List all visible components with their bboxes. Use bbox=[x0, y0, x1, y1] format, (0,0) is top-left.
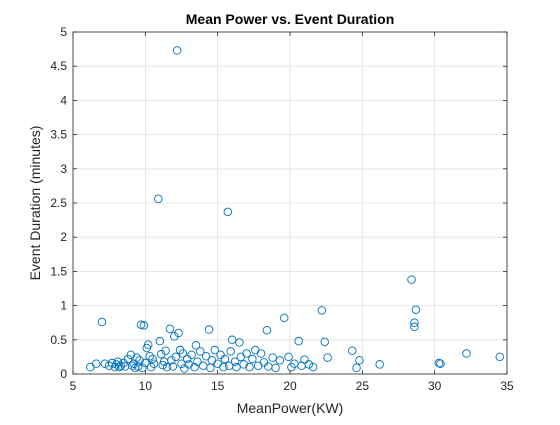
data-point bbox=[279, 313, 289, 323]
x-tick-label: 15 bbox=[211, 379, 225, 393]
data-point bbox=[187, 350, 196, 360]
data-point bbox=[155, 336, 165, 346]
data-point bbox=[352, 363, 361, 373]
data-point bbox=[191, 341, 201, 350]
data-point bbox=[375, 360, 384, 369]
data-point bbox=[347, 346, 357, 355]
data-point bbox=[242, 349, 251, 358]
data-point bbox=[434, 358, 444, 368]
data-point bbox=[230, 357, 240, 366]
data-point bbox=[154, 194, 163, 204]
data-point bbox=[145, 351, 154, 361]
data-point bbox=[128, 361, 137, 371]
y-tick-label: 4.5 bbox=[50, 59, 67, 73]
data-point bbox=[323, 353, 332, 362]
data-point bbox=[138, 363, 147, 373]
y-tick-label: 2.5 bbox=[50, 196, 67, 210]
y-tick-label: 0.5 bbox=[50, 333, 67, 347]
data-point bbox=[355, 356, 364, 365]
ticks: 5 10 15 20 25 30 35 0 0.5 1 1.5 2 2.5 3 3.5 4 4.5 5 bbox=[50, 25, 514, 393]
data-point bbox=[172, 46, 182, 55]
x-tick-label: 30 bbox=[428, 379, 442, 393]
data-point bbox=[210, 345, 220, 355]
data-point bbox=[245, 362, 254, 372]
data-point bbox=[320, 337, 329, 347]
data-point bbox=[410, 318, 419, 327]
x-tick-label: 20 bbox=[283, 379, 297, 393]
data-point bbox=[201, 351, 211, 361]
data-point bbox=[411, 305, 421, 314]
data-point bbox=[135, 356, 144, 365]
data-point bbox=[148, 354, 157, 364]
data-point bbox=[193, 357, 202, 366]
data-point bbox=[196, 347, 205, 356]
data-point bbox=[165, 324, 175, 334]
data-point bbox=[184, 360, 193, 369]
data-point bbox=[436, 359, 445, 368]
data-point bbox=[126, 350, 136, 360]
data-point bbox=[239, 360, 248, 369]
y-tick-label: 2 bbox=[60, 230, 67, 244]
data-point bbox=[132, 353, 141, 362]
data-point bbox=[220, 354, 230, 364]
data-point bbox=[410, 322, 419, 332]
y-tick-label: 3.5 bbox=[50, 128, 67, 142]
y-tick-label: 1.5 bbox=[50, 264, 67, 278]
data-points bbox=[86, 46, 505, 373]
data-point bbox=[294, 336, 303, 346]
y-tick-label: 3 bbox=[60, 162, 67, 176]
y-tick-label: 0 bbox=[60, 367, 67, 381]
data-point bbox=[133, 362, 143, 371]
y-axis-label: Event Duration (minutes) bbox=[27, 126, 43, 281]
data-point bbox=[204, 325, 214, 334]
data-point bbox=[308, 362, 318, 372]
data-point bbox=[271, 363, 280, 373]
data-point bbox=[227, 335, 237, 345]
data-point bbox=[304, 360, 314, 369]
data-point bbox=[317, 306, 327, 315]
data-point bbox=[136, 320, 146, 330]
x-tick-label: 35 bbox=[500, 379, 514, 393]
data-point bbox=[226, 347, 235, 356]
data-point bbox=[168, 362, 178, 371]
y-tick-label: 1 bbox=[60, 299, 67, 313]
data-point bbox=[174, 328, 183, 338]
data-point bbox=[275, 356, 285, 365]
data-point bbox=[219, 362, 228, 372]
data-point bbox=[171, 352, 180, 362]
data-point bbox=[91, 359, 101, 368]
data-point bbox=[139, 321, 149, 330]
data-point bbox=[161, 346, 170, 355]
data-point bbox=[495, 352, 505, 362]
data-point bbox=[143, 340, 153, 349]
y-tick-label: 5 bbox=[60, 25, 67, 39]
y-tick-label: 4 bbox=[60, 93, 67, 107]
data-point bbox=[116, 361, 125, 371]
x-tick-label: 10 bbox=[139, 379, 153, 393]
data-point bbox=[232, 362, 241, 372]
data-point bbox=[268, 353, 277, 362]
data-point bbox=[223, 207, 233, 217]
data-point bbox=[235, 338, 244, 347]
data-point bbox=[284, 352, 293, 362]
data-point bbox=[462, 349, 471, 358]
data-point bbox=[97, 317, 107, 327]
data-point bbox=[178, 349, 188, 358]
x-tick-label: 25 bbox=[356, 379, 370, 393]
data-point bbox=[248, 354, 257, 364]
data-point bbox=[190, 362, 199, 372]
data-point bbox=[300, 355, 309, 364]
data-point bbox=[407, 275, 416, 284]
x-tick-label: 5 bbox=[70, 379, 77, 393]
data-point bbox=[149, 359, 159, 368]
data-point bbox=[262, 325, 272, 335]
data-point bbox=[162, 362, 172, 372]
data-point bbox=[256, 349, 266, 358]
chart-title: Mean Power vs. Event Duration bbox=[186, 11, 395, 27]
x-axis-label: MeanPower(KW) bbox=[237, 400, 344, 416]
data-point bbox=[141, 358, 150, 368]
